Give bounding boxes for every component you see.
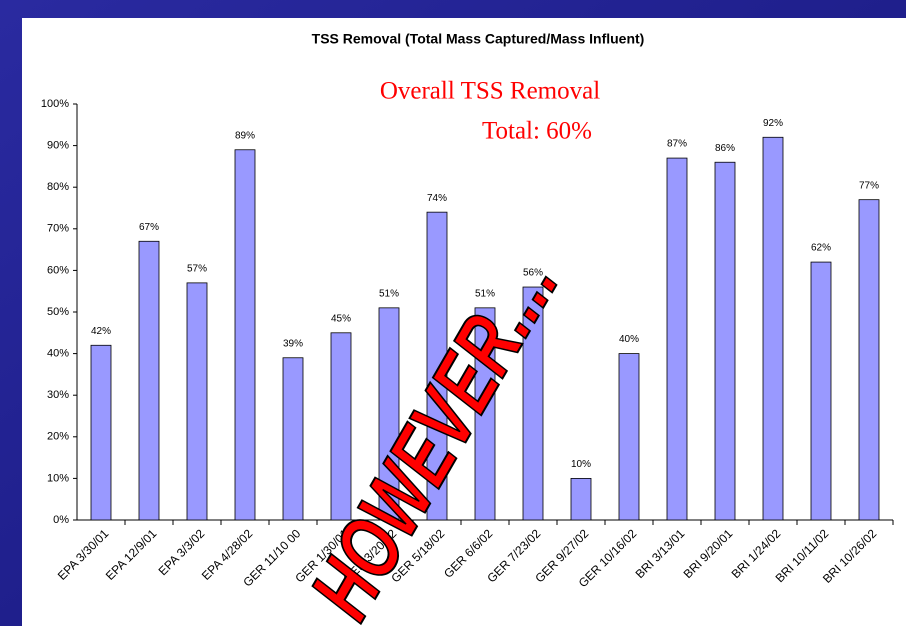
value-label: 87% [667, 139, 687, 150]
value-label: 74% [427, 193, 447, 204]
bar [522, 286, 544, 521]
y-tick-label: 10% [47, 472, 69, 484]
bar [714, 161, 736, 521]
y-tick-label: 70% [47, 223, 69, 235]
bar [234, 149, 256, 521]
value-label: 45% [331, 313, 351, 324]
value-label: 42% [91, 326, 111, 337]
y-tick-label: 60% [47, 264, 69, 276]
chart-panel [22, 18, 906, 626]
value-label: 57% [187, 264, 207, 275]
bar [618, 353, 640, 521]
value-label: 67% [139, 222, 159, 233]
value-label: 89% [235, 130, 255, 141]
value-label: 92% [763, 118, 783, 129]
bar [186, 282, 208, 521]
y-tick-label: 50% [47, 306, 69, 318]
y-tick-label: 0% [53, 514, 69, 526]
y-tick-label: 90% [47, 140, 69, 152]
value-label: 62% [811, 243, 831, 254]
bar [90, 344, 112, 521]
value-label: 86% [715, 143, 735, 154]
bar [474, 307, 496, 521]
bar [810, 261, 832, 521]
value-label: 40% [619, 334, 639, 345]
bar [762, 136, 784, 521]
y-tick-label: 30% [47, 389, 69, 401]
y-tick-label: 80% [47, 181, 69, 193]
value-label: 39% [283, 338, 303, 349]
bar [858, 199, 880, 521]
annotation: Overall TSS Removal [380, 78, 600, 105]
bar [378, 307, 400, 521]
chart-title: TSS Removal (Total Mass Captured/Mass In… [312, 31, 645, 47]
bar [282, 357, 304, 521]
y-tick-label: 100% [41, 98, 69, 110]
value-label: 77% [859, 180, 879, 191]
value-label: 10% [571, 459, 591, 470]
value-label: 51% [475, 288, 495, 299]
y-tick-label: 20% [47, 431, 69, 443]
annotation: Total: 60% [482, 118, 592, 145]
value-label: 51% [379, 288, 399, 299]
bar [138, 240, 160, 521]
bar [426, 211, 448, 521]
value-label: 56% [523, 268, 543, 279]
bar [330, 332, 352, 521]
bar [570, 477, 592, 521]
y-tick-label: 40% [47, 348, 69, 360]
bar [666, 157, 688, 521]
